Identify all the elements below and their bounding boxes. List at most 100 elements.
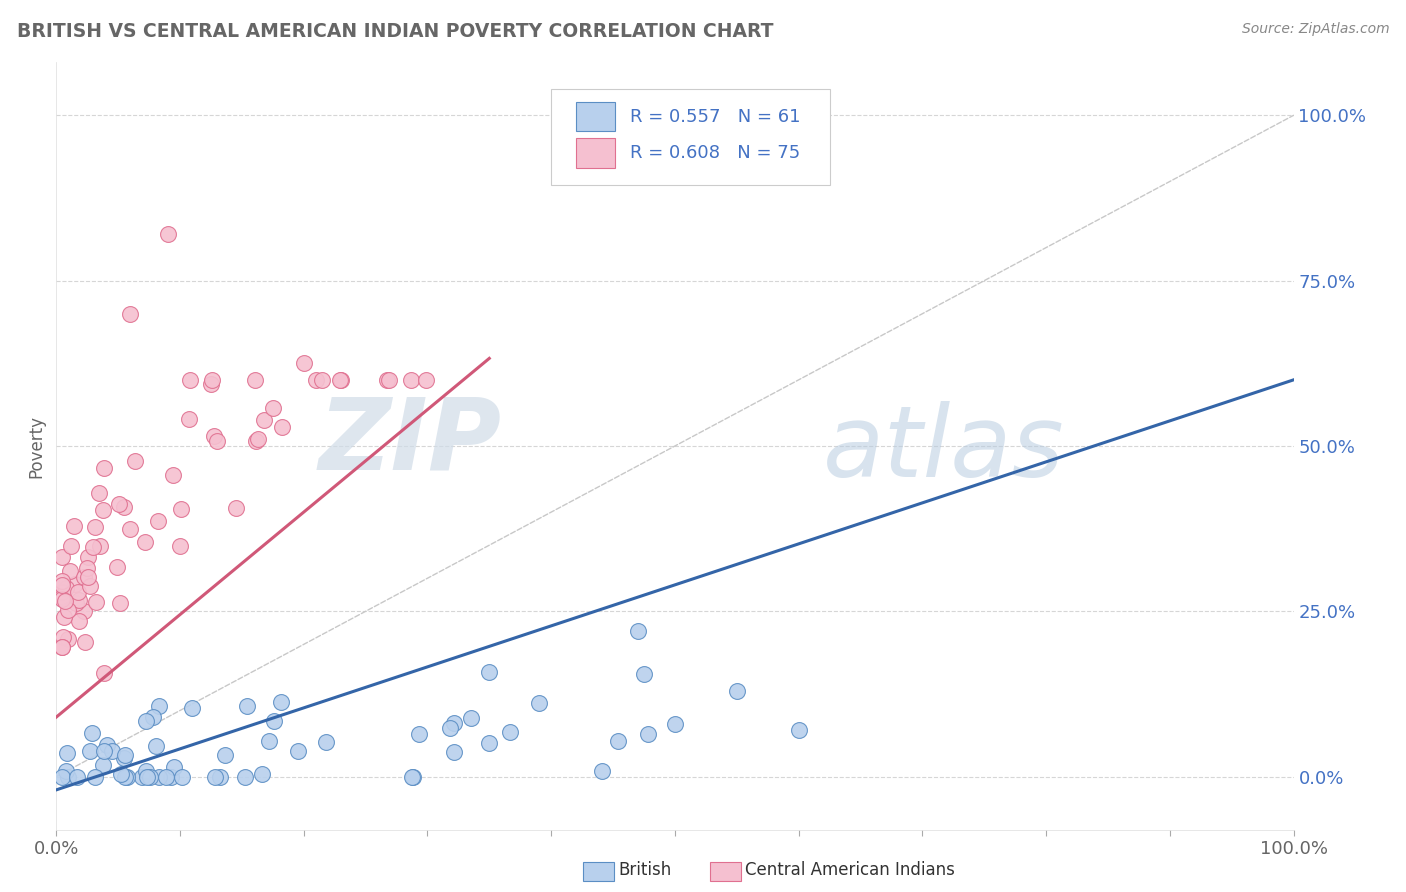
Point (179, 373, 201, 387)
Point (170, 501, 193, 516)
Point (375, 373, 398, 387)
Point (156, 227, 179, 242)
Point (146, 514, 169, 528)
Point (172, 770, 194, 784)
Point (59, 539, 82, 553)
Point (402, 770, 425, 784)
FancyBboxPatch shape (576, 138, 616, 168)
Point (124, 454, 146, 468)
Point (84, 770, 107, 784)
Point (112, 751, 135, 765)
Point (110, 767, 132, 781)
Point (53, 594, 76, 608)
Point (56, 603, 79, 617)
Point (51, 640, 73, 654)
Point (112, 500, 135, 514)
Point (82, 540, 104, 554)
Point (77, 570, 100, 584)
Point (330, 373, 353, 387)
Point (56, 770, 79, 784)
FancyBboxPatch shape (551, 89, 830, 186)
Point (87, 486, 110, 500)
Point (263, 714, 285, 729)
Point (607, 734, 630, 748)
Point (67, 584, 90, 599)
Point (142, 710, 165, 724)
Point (202, 429, 225, 443)
Text: British: British (619, 861, 672, 879)
Point (76, 561, 98, 575)
Point (200, 377, 222, 392)
Point (177, 412, 200, 426)
Point (84, 595, 107, 609)
Point (148, 698, 170, 713)
Point (305, 373, 328, 387)
Point (401, 770, 423, 784)
Point (73, 570, 96, 584)
Point (108, 497, 131, 511)
Point (181, 701, 204, 715)
Point (58, 632, 80, 647)
Point (214, 747, 236, 762)
Point (84, 520, 107, 534)
Point (627, 624, 650, 639)
Point (287, 744, 309, 758)
Point (315, 735, 337, 749)
Point (262, 401, 284, 416)
Point (499, 724, 522, 739)
Point (637, 726, 659, 740)
Point (63, 577, 86, 591)
Point (51, 574, 73, 589)
Text: Central American Indians: Central American Indians (745, 861, 955, 879)
Text: atlas: atlas (824, 401, 1064, 499)
Point (96, 738, 118, 752)
Point (329, 373, 352, 387)
Point (243, 373, 266, 387)
Point (59, 564, 82, 578)
Point (52, 609, 75, 624)
Point (225, 500, 247, 515)
Text: BRITISH VS CENTRAL AMERICAN INDIAN POVERTY CORRELATION CHART: BRITISH VS CENTRAL AMERICAN INDIAN POVER… (17, 22, 773, 41)
Point (207, 434, 229, 449)
Point (460, 711, 482, 725)
Point (108, 596, 131, 610)
Point (292, 356, 315, 370)
Point (65, 596, 87, 610)
Point (51, 770, 73, 784)
Point (51, 578, 73, 592)
Point (160, 770, 183, 784)
Text: ZIP: ZIP (319, 393, 502, 491)
Point (527, 696, 550, 710)
Point (401, 373, 423, 387)
Point (91, 503, 114, 517)
Point (131, 770, 153, 784)
Point (591, 764, 613, 778)
Point (105, 560, 128, 574)
Point (80, 725, 103, 739)
Point (93, 744, 115, 758)
Point (247, 432, 270, 446)
Point (77, 549, 100, 564)
Y-axis label: Poverty: Poverty (27, 415, 45, 477)
Point (145, 739, 167, 754)
Point (75, 635, 97, 649)
Text: R = 0.608   N = 75: R = 0.608 N = 75 (630, 144, 800, 162)
Point (134, 534, 156, 549)
Point (51, 584, 73, 599)
Point (114, 770, 136, 784)
Point (55, 764, 77, 778)
Point (66, 770, 89, 784)
Point (135, 714, 157, 728)
Point (139, 770, 162, 784)
Point (51, 591, 73, 606)
Point (118, 522, 141, 536)
Point (169, 539, 191, 553)
Point (271, 420, 294, 434)
Point (270, 695, 292, 709)
Point (378, 373, 401, 387)
Point (253, 413, 276, 427)
Point (63, 518, 86, 533)
Point (478, 736, 501, 750)
Point (148, 770, 170, 784)
Point (56, 746, 79, 760)
